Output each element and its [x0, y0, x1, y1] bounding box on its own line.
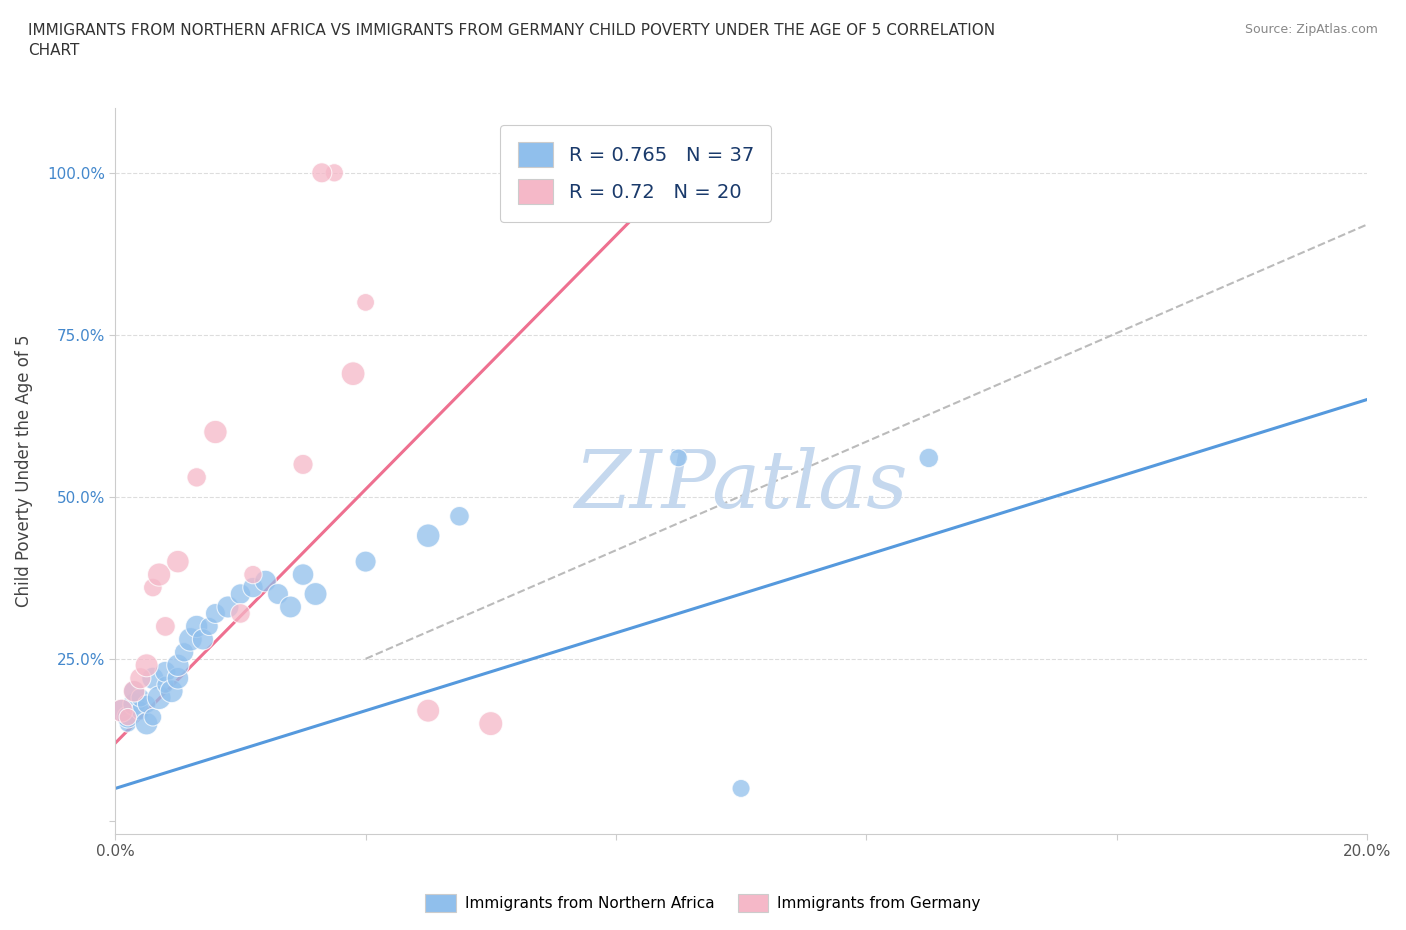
Point: [342, 366, 364, 381]
Point: [267, 587, 290, 602]
Point: [280, 600, 302, 615]
Point: [167, 554, 190, 569]
Point: [186, 619, 208, 634]
Point: [918, 450, 941, 465]
Point: [730, 781, 752, 796]
Legend: R = 0.765   N = 37, R = 0.72   N = 20: R = 0.765 N = 37, R = 0.72 N = 20: [501, 125, 772, 221]
Point: [148, 690, 170, 705]
Point: [167, 658, 190, 672]
Point: [129, 690, 152, 705]
Point: [354, 554, 377, 569]
Point: [160, 684, 183, 698]
Point: [155, 664, 177, 679]
Point: [479, 716, 502, 731]
Point: [304, 587, 326, 602]
Point: [242, 580, 264, 595]
Point: [142, 710, 165, 724]
Point: [418, 528, 440, 543]
Point: [217, 600, 239, 615]
Point: [186, 470, 208, 485]
Point: [135, 658, 157, 672]
Point: [204, 425, 226, 440]
Point: [198, 619, 221, 634]
Point: [135, 716, 157, 731]
Point: [155, 619, 177, 634]
Legend: Immigrants from Northern Africa, Immigrants from Germany: Immigrants from Northern Africa, Immigra…: [419, 888, 987, 918]
Point: [142, 580, 165, 595]
Point: [173, 644, 195, 659]
Point: [229, 587, 252, 602]
Text: ZIPatlas: ZIPatlas: [574, 446, 908, 525]
Text: IMMIGRANTS FROM NORTHERN AFRICA VS IMMIGRANTS FROM GERMANY CHILD POVERTY UNDER T: IMMIGRANTS FROM NORTHERN AFRICA VS IMMIG…: [28, 23, 995, 58]
Point: [129, 703, 152, 718]
Point: [135, 697, 157, 711]
Point: [354, 295, 377, 310]
Point: [204, 606, 226, 621]
Point: [179, 632, 201, 647]
Point: [292, 457, 315, 472]
Point: [129, 671, 152, 685]
Point: [292, 567, 315, 582]
Point: [191, 632, 214, 647]
Point: [229, 606, 252, 621]
Point: [668, 450, 690, 465]
Point: [122, 684, 145, 698]
Point: [155, 677, 177, 692]
Point: [117, 716, 139, 731]
Point: [122, 697, 145, 711]
Point: [142, 671, 165, 685]
Point: [323, 166, 346, 180]
Point: [449, 509, 471, 524]
Point: [117, 710, 139, 724]
Y-axis label: Child Poverty Under the Age of 5: Child Poverty Under the Age of 5: [15, 335, 32, 607]
Point: [122, 684, 145, 698]
Point: [110, 703, 132, 718]
Point: [254, 574, 277, 589]
Point: [242, 567, 264, 582]
Point: [117, 710, 139, 724]
Point: [311, 166, 333, 180]
Point: [167, 671, 190, 685]
Point: [418, 703, 440, 718]
Point: [110, 703, 132, 718]
Point: [148, 567, 170, 582]
Text: Source: ZipAtlas.com: Source: ZipAtlas.com: [1244, 23, 1378, 36]
